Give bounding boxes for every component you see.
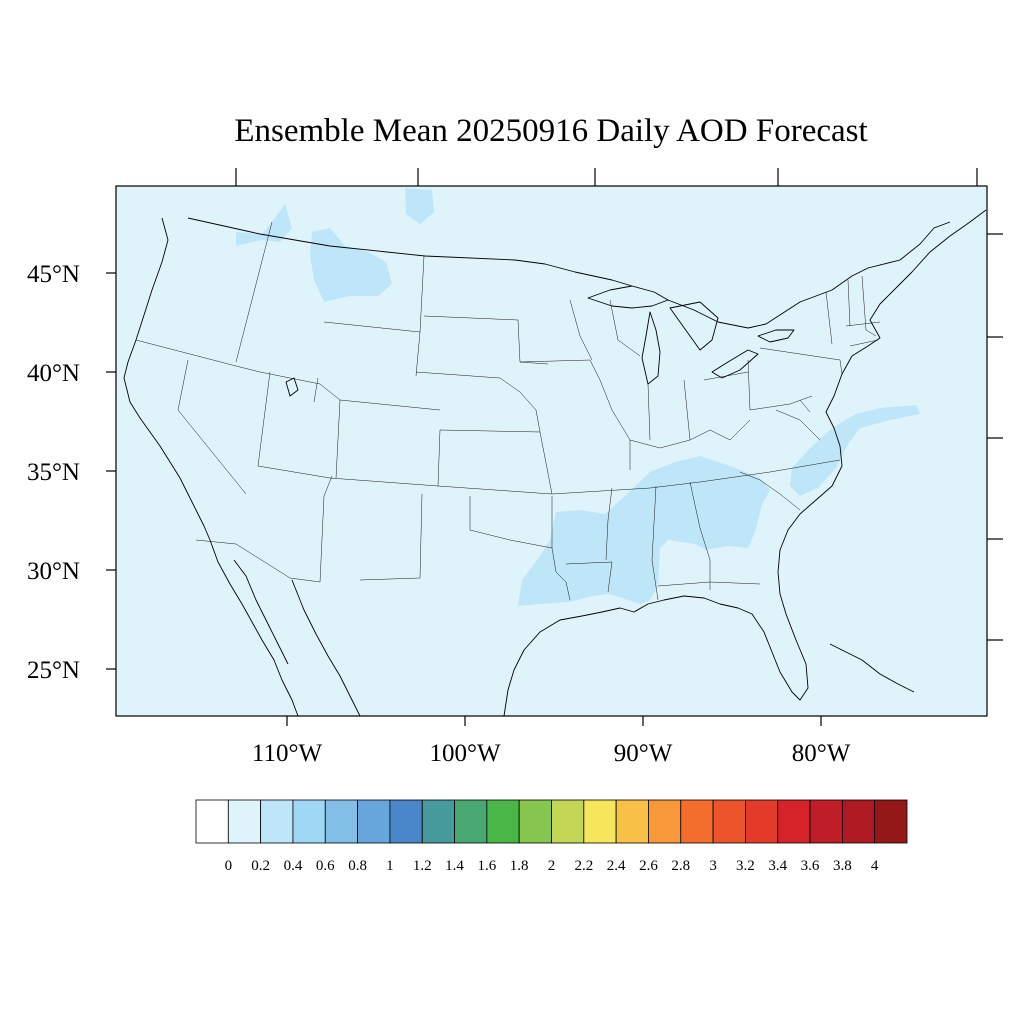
- state-line: [519, 359, 631, 495]
- longitude-labels: 110°W 100°W 90°W 80°W: [252, 740, 851, 767]
- lake-ontario: [757, 329, 795, 343]
- colorbar-swatch: [324, 799, 358, 844]
- colorbar-swatch: [745, 799, 779, 844]
- colorbar-swatch: [874, 799, 908, 844]
- colorbar-swatch: [421, 799, 455, 844]
- colorbar-swatch: [680, 799, 714, 844]
- colorbar-label: 0.4: [284, 858, 303, 874]
- colorbar-label: 1.8: [510, 858, 529, 874]
- aod-region-lower-mississippi: [518, 456, 770, 606]
- geographic-boundaries: [123, 209, 987, 717]
- colorbar-label: 2.2: [574, 858, 593, 874]
- state-line: [135, 339, 441, 411]
- lon-label: 100°W: [429, 740, 500, 767]
- lon-label: 80°W: [792, 740, 851, 767]
- state-line: [629, 419, 751, 449]
- colorbar-label: 0: [225, 858, 233, 874]
- state-line: [415, 371, 541, 487]
- lake-michigan: [641, 311, 661, 385]
- colorbar-swatch: [583, 799, 617, 844]
- colorbar-swatch: [551, 799, 585, 844]
- lake-erie: [711, 349, 759, 379]
- state-line: [775, 399, 821, 441]
- lat-label: 45°N: [27, 261, 80, 288]
- colorbar-swatch: [809, 799, 843, 844]
- state-line: [657, 581, 761, 587]
- colorbar-label: 1.6: [477, 858, 496, 874]
- lake-huron: [669, 301, 719, 351]
- mexico-mainland-coast: [291, 579, 361, 717]
- colorbar-label: 3.6: [801, 858, 820, 874]
- great-salt-lake: [285, 377, 299, 397]
- state-line: [605, 471, 801, 601]
- state-line: [759, 275, 877, 375]
- colorbar-label: 3.4: [768, 858, 787, 874]
- colorbar-label: 1.4: [445, 858, 464, 874]
- colorbar: 0 0.2 0.4 0.6 0.8 1 1.2 1.4 1.6 1.8 2 2.2 2.4 2.6 2.8 3…: [195, 799, 908, 874]
- aod-region-idaho: [236, 204, 292, 246]
- lon-label: 90°W: [614, 740, 673, 767]
- baja-peninsula: [209, 539, 299, 717]
- map-ticks: [106, 168, 1003, 726]
- colorbar-swatch: [841, 799, 876, 844]
- lat-label: 40°N: [27, 360, 80, 387]
- state-line: [177, 359, 247, 495]
- state-line: [195, 475, 333, 583]
- state-line: [359, 493, 423, 581]
- colorbar-label: 0.8: [348, 858, 367, 874]
- colorbar-swatch: [195, 799, 229, 844]
- cuba-coast: [829, 643, 915, 693]
- lake-superior: [587, 285, 669, 309]
- colorbar-swatch: [389, 799, 423, 844]
- colorbar-swatch: [518, 799, 552, 844]
- colorbar-label: 2: [548, 858, 556, 874]
- figure-title: Ensemble Mean 20250916 Daily AOD Forecas…: [234, 113, 867, 149]
- gulf-coast: [503, 209, 987, 717]
- pacific-coast: [123, 217, 211, 541]
- colorbar-label: 1: [386, 858, 394, 874]
- colorbar-swatch: [712, 799, 746, 844]
- colorbar-label: 1.2: [413, 858, 432, 874]
- lat-label: 35°N: [27, 459, 80, 486]
- colorbar-label: 3: [709, 858, 717, 874]
- map-panel: 45°N 40°N 35°N 30°N 25°N 110°W 100°W 90°…: [27, 168, 1003, 767]
- state-line: [647, 359, 813, 441]
- us-canada-border: [187, 217, 951, 329]
- colorbar-swatch: [648, 799, 682, 844]
- colorbar-swatch: [777, 799, 811, 844]
- state-line: [469, 496, 553, 549]
- colorbar-swatch: [454, 799, 488, 844]
- colorbar-label: 4: [871, 858, 879, 874]
- map-frame: [115, 185, 988, 717]
- lat-label: 25°N: [27, 657, 80, 684]
- colorbar-swatch: [615, 799, 649, 844]
- latitude-labels: 45°N 40°N 35°N 30°N 25°N: [27, 261, 80, 684]
- colorbar-label: 3.2: [736, 858, 755, 874]
- state-line: [551, 547, 613, 601]
- colorbar-swatch: [357, 799, 391, 844]
- state-lines: [135, 221, 881, 601]
- state-line: [313, 255, 549, 479]
- aod-region-north-ontario: [405, 188, 434, 224]
- lat-label: 30°N: [27, 558, 80, 585]
- colorbar-label: 2.8: [671, 858, 690, 874]
- state-line: [845, 321, 881, 347]
- colorbar-label: 2.4: [607, 858, 626, 874]
- state-line: [235, 221, 273, 363]
- colorbar-label: 0.2: [251, 858, 270, 874]
- colorbar-swatch: [486, 799, 520, 844]
- colorbar-label: 0.6: [316, 858, 335, 874]
- lon-label: 110°W: [252, 740, 323, 767]
- colorbar-label: 2.6: [639, 858, 658, 874]
- state-line: [569, 299, 641, 361]
- colorbar-label: 3.8: [833, 858, 852, 874]
- aod-region-mid-atlantic: [790, 405, 920, 496]
- colorbar-swatch: [292, 799, 326, 844]
- colorbar-swatch: [260, 799, 294, 844]
- colorbar-swatch: [227, 799, 262, 844]
